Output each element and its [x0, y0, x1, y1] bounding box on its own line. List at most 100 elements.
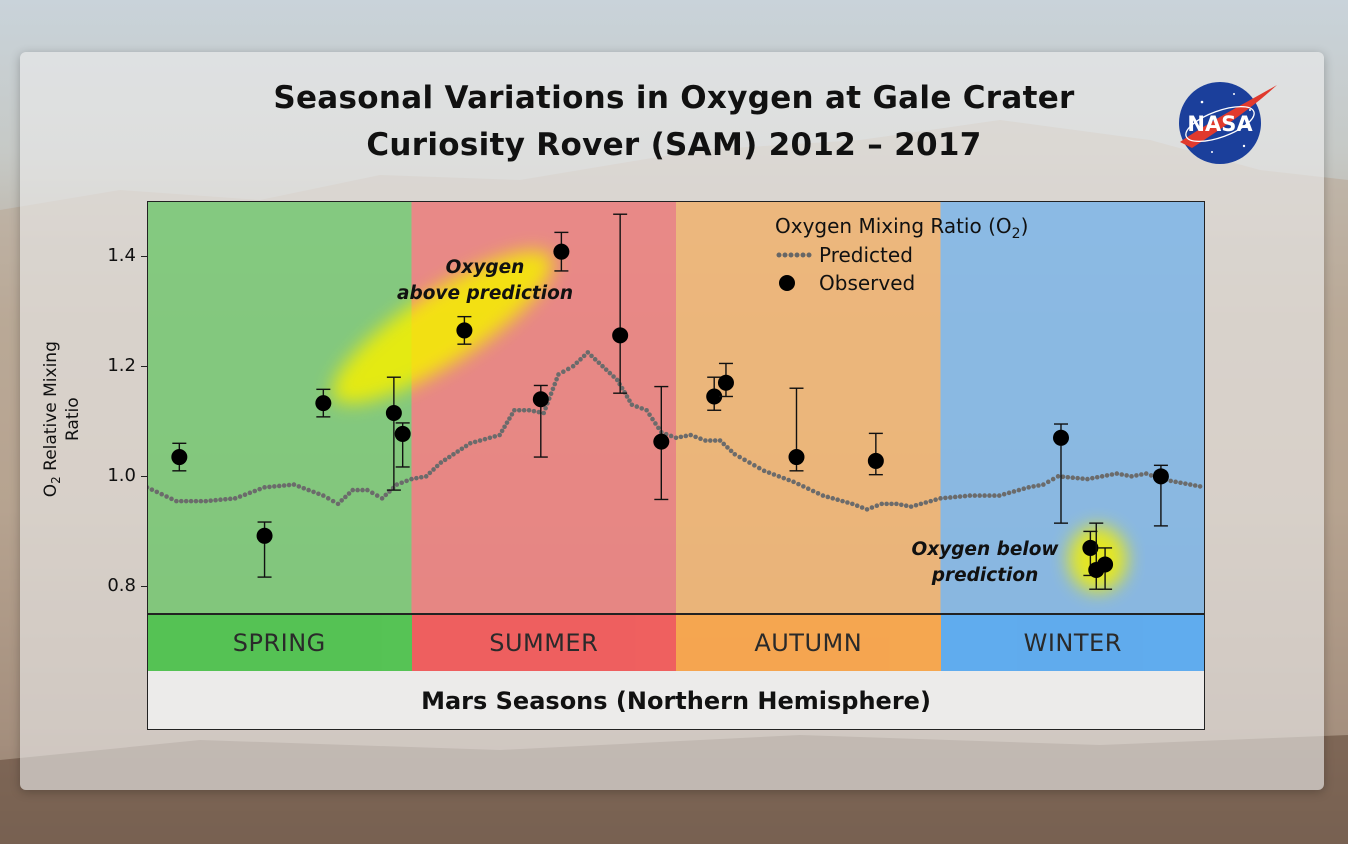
- predicted-dot: [810, 488, 816, 494]
- predicted-dot: [845, 500, 850, 505]
- predicted-dot: [394, 482, 400, 487]
- predicted-dot: [1065, 474, 1071, 480]
- predicted-dot: [335, 501, 341, 507]
- predicted-dot: [864, 507, 870, 512]
- predicted-dot: [913, 502, 919, 508]
- y-tick-mark: [141, 256, 147, 258]
- predicted-dot: [585, 350, 591, 355]
- predicted-dot: [1173, 479, 1178, 485]
- predicted-dot: [267, 484, 272, 490]
- predicted-dot: [589, 353, 594, 359]
- dotted-line-icon: [776, 252, 812, 258]
- predicted-dot: [262, 485, 267, 490]
- predicted-dot: [509, 412, 515, 417]
- y-tick-label: 1.0: [107, 465, 136, 487]
- predicted-dot: [967, 493, 973, 498]
- predicted-dot: [972, 493, 978, 498]
- predicted-dot: [499, 428, 505, 434]
- predicted-dot: [556, 372, 561, 377]
- predicted-dot: [414, 475, 419, 481]
- observed-point: [532, 391, 549, 408]
- predicted-dot: [776, 474, 782, 479]
- predicted-dot: [786, 477, 791, 483]
- predicted-dot: [1055, 474, 1061, 479]
- plot-area: [147, 201, 1205, 614]
- predicted-dot: [874, 503, 880, 509]
- predicted-dot: [1011, 489, 1017, 494]
- predicted-dot: [943, 495, 948, 501]
- predicted-dot: [472, 439, 478, 445]
- nasa-logo: NASA: [1179, 82, 1277, 164]
- annotation-above-prediction: Oxygen above prediction: [396, 257, 573, 304]
- predicted-dot: [987, 493, 992, 498]
- plot-divider: [147, 613, 1205, 615]
- predicted-dot: [1026, 485, 1031, 490]
- predicted-dot: [343, 494, 348, 500]
- predicted-dot: [728, 448, 734, 454]
- predicted-dot: [379, 496, 385, 501]
- predicted-dot: [203, 498, 209, 504]
- predicted-dot: [516, 407, 522, 413]
- predicted-dot: [614, 377, 620, 383]
- y-tick-mark: [141, 366, 147, 368]
- predicted-dot: [889, 501, 894, 507]
- predicted-dot: [507, 416, 512, 421]
- observed-point: [706, 388, 723, 405]
- predicted-dot: [1134, 473, 1139, 478]
- predicted-dot: [383, 492, 389, 498]
- predicted-dot: [918, 501, 924, 507]
- predicted-dot: [639, 406, 645, 411]
- predicted-dot: [178, 498, 184, 504]
- predicted-dot: [761, 468, 767, 474]
- predicted-dot: [497, 432, 502, 438]
- predicted-dot: [644, 407, 649, 413]
- predicted-dot: [565, 366, 571, 372]
- predicted-dot: [512, 407, 517, 413]
- predicted-dot: [850, 501, 855, 507]
- predicted-dot: [370, 490, 375, 496]
- predicted-dot: [747, 460, 752, 465]
- predicted-dot: [1139, 472, 1144, 477]
- predicted-dot: [193, 498, 199, 504]
- predicted-dot: [223, 496, 228, 502]
- predicted-dot: [227, 496, 233, 502]
- predicted-dot: [1045, 479, 1051, 485]
- predicted-dot: [835, 497, 840, 503]
- predicted-dot: [854, 503, 860, 509]
- predicted-dot: [213, 497, 218, 503]
- predicted-dot: [653, 421, 658, 426]
- y-tick-mark: [141, 586, 147, 588]
- highlight-above-prediction: [332, 250, 553, 404]
- predicted-dot: [276, 483, 282, 489]
- predicted-dot: [455, 449, 460, 454]
- predicted-dot: [459, 446, 465, 452]
- predicted-dot: [531, 408, 537, 414]
- predicted-dot: [1036, 483, 1041, 488]
- predicted-dot: [548, 391, 554, 397]
- predicted-dot: [281, 483, 287, 488]
- predicted-dot: [1006, 490, 1012, 496]
- observed-point: [256, 527, 273, 544]
- predicted-dot: [903, 503, 909, 509]
- chart-title-line1: Seasonal Variations in Oxygen at Gale Cr…: [273, 80, 1075, 116]
- predicted-dot: [272, 484, 277, 489]
- predicted-dot: [737, 454, 742, 460]
- predicted-dot: [698, 436, 703, 442]
- observed-point: [653, 433, 670, 450]
- predicted-dot: [830, 496, 836, 501]
- predicted-dot: [977, 493, 982, 498]
- season-bar: SPRING SUMMER AUTUMN WINTER: [147, 614, 1205, 671]
- predicted-dot: [1001, 491, 1007, 497]
- season-bg-autumn: [676, 201, 941, 614]
- predicted-dot: [859, 505, 865, 510]
- predicted-dot: [1031, 484, 1036, 489]
- predicted-dot: [477, 438, 483, 443]
- predicted-dot: [791, 479, 796, 485]
- predicted-dot: [463, 443, 469, 449]
- predicted-dot: [732, 452, 738, 457]
- predicted-dot: [232, 496, 238, 501]
- predicted-dot: [1119, 472, 1125, 477]
- predicted-dot: [629, 402, 635, 408]
- predicted-dot: [928, 498, 934, 504]
- predicted-dot: [908, 504, 914, 509]
